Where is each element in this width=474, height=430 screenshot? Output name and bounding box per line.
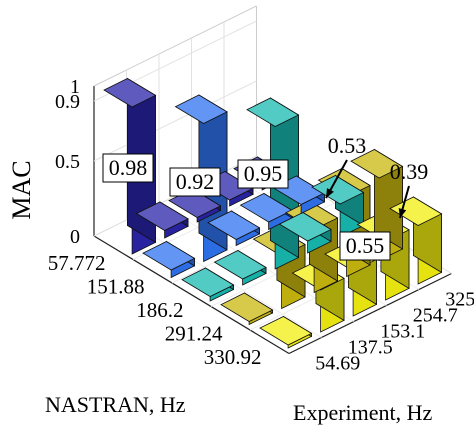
data-label-box: [169, 167, 221, 197]
experiment-tick-label: 54.69: [315, 353, 360, 375]
label-arrowhead: [398, 208, 407, 218]
label-arrowhead: [326, 188, 334, 198]
experiment-tick-label: 137.5: [348, 337, 393, 359]
nastran-tick-label: 151.88: [87, 274, 145, 298]
experiment-tick-label: 254.7: [413, 305, 458, 327]
bar-top-face: [246, 97, 300, 127]
bar-top-face: [259, 316, 313, 346]
bar-top-face: [350, 149, 404, 179]
wall-grid-line: [93, 80, 257, 162]
data-label: 0.98: [109, 155, 148, 180]
experiment-tick-label: 325: [445, 289, 474, 311]
bar-top-face: [220, 292, 274, 322]
experiment-axis-label: Experiment, Hz: [293, 400, 433, 425]
bar: [259, 315, 313, 349]
nastran-tick-label: 57.772: [48, 251, 106, 275]
bar-top-face: [278, 212, 332, 242]
bar: [142, 240, 196, 279]
bar: [135, 201, 189, 239]
bar-top-face: [181, 267, 235, 297]
nastran-tick-label: 291.24: [165, 321, 223, 345]
bar-top-face: [207, 210, 261, 240]
bar-top-face: [174, 94, 228, 124]
data-label: 0.53: [328, 133, 367, 158]
data-label: 0.55: [346, 233, 385, 258]
z-tick-label: 0.9: [55, 91, 80, 113]
nastran-axis-line: [93, 235, 290, 355]
data-labels: 0.98 0.92 0.95 0.53 0.55 0.39: [102, 133, 429, 261]
data-label-box: [339, 231, 391, 261]
nastran-axis-label: NASTRAN, Hz: [45, 392, 186, 417]
nastran-tick-label: 186.2: [136, 298, 183, 322]
z-tick-label: 1: [70, 76, 80, 98]
experiment-axis-line: [288, 272, 452, 355]
bar-top-face: [135, 201, 189, 231]
bar: [239, 192, 293, 231]
bar: [207, 210, 261, 247]
nastran-tick-label: 330.92: [204, 345, 262, 369]
bar-top-face: [311, 175, 365, 205]
bar-top-face: [142, 241, 196, 271]
experiment-tick-label: 153.1: [380, 321, 425, 343]
floor-grid-line: [126, 219, 322, 338]
bar: [278, 211, 332, 254]
data-label-box: [237, 159, 289, 189]
bar-top-face: [213, 250, 267, 280]
bar: [311, 174, 365, 238]
data-label-box: [102, 153, 154, 183]
bar-top-face: [103, 78, 157, 108]
data-label: 0.39: [390, 159, 429, 184]
z-tick-label: 0: [70, 226, 80, 248]
data-label: 0.92: [176, 169, 215, 194]
bar: [220, 292, 274, 326]
wall-top-edge: [93, 5, 257, 87]
bar: [181, 267, 235, 302]
y-axis-label: MAC: [7, 160, 36, 219]
bar: [213, 249, 267, 286]
data-label: 0.95: [244, 161, 283, 186]
z-tick-label: 0.5: [55, 151, 80, 173]
